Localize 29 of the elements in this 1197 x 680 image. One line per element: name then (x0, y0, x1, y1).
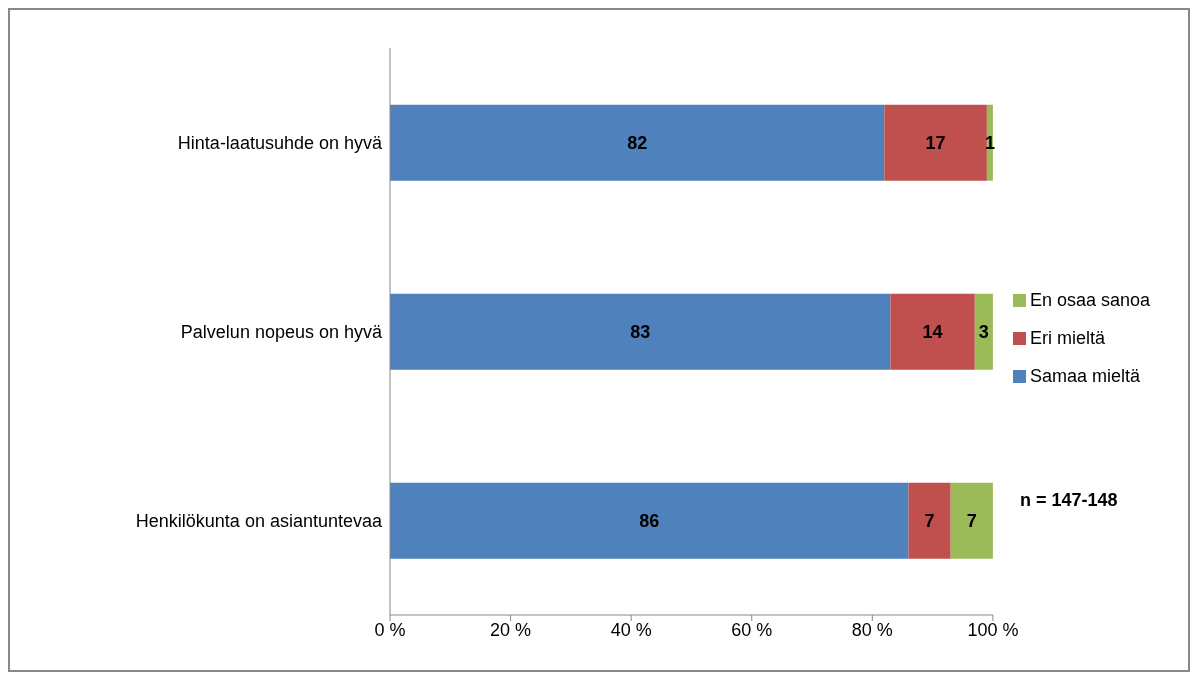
x-tick-label: 0 % (374, 619, 406, 640)
legend-label: Samaa mieltä (1029, 365, 1140, 386)
x-tick-label: 40 % (610, 619, 652, 640)
x-tick-label: 20 % (490, 619, 532, 640)
data-label: 3 (978, 322, 989, 343)
data-label: 14 (922, 322, 943, 343)
bar (390, 293, 891, 370)
bar (974, 293, 993, 370)
x-tick-label: 100 % (967, 619, 1019, 640)
bar (950, 482, 993, 559)
data-label: 83 (630, 322, 651, 343)
data-label: 86 (639, 511, 660, 532)
data-label: 17 (925, 133, 946, 154)
y-tick-label: Hinta-laatusuhde on hyvä (177, 132, 383, 153)
data-label: 7 (924, 511, 935, 532)
x-tick-label: 60 % (731, 619, 773, 640)
bar (884, 104, 987, 181)
legend-label: Eri mieltä (1029, 327, 1105, 348)
x-tick-label: 80 % (851, 619, 893, 640)
text: n = 147-148 (1020, 490, 1118, 511)
bar (890, 293, 975, 370)
legend-label: En osaa sanoa (1029, 289, 1150, 310)
data-label: 7 (966, 511, 977, 532)
bar (390, 104, 885, 181)
bar (390, 482, 909, 559)
y-tick-label: Palvelun nopeus on hyvä (180, 321, 383, 342)
bar (908, 482, 951, 559)
y-tick-label: Henkilökunta on asiantuntevaa (135, 510, 383, 531)
data-label: 82 (627, 133, 648, 154)
